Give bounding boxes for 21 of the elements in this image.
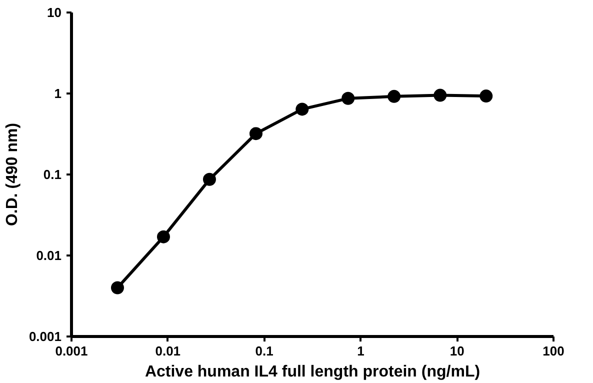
point [434, 88, 447, 102]
point [202, 172, 216, 186]
x-tick-label: 0.01 [155, 344, 181, 358]
point [110, 281, 124, 294]
y-tick-label: 0.001 [28, 329, 62, 344]
y-tick-label: 0.1 [43, 167, 62, 182]
x-axis-title: Active human IL4 full length protein (ng/mL) [144, 364, 480, 380]
x-tick-label: 10 [450, 344, 464, 358]
point [388, 90, 401, 103]
x-tick-label: 100 [542, 344, 564, 358]
y-tick-label: 10 [47, 5, 62, 20]
y-axis-title: O.D. (490 nm) [4, 122, 21, 226]
point [342, 92, 355, 105]
y-tick-label: 0.01 [36, 248, 62, 263]
x-tick-label: 1 [357, 344, 364, 358]
point [480, 90, 493, 103]
point [249, 127, 262, 140]
point [156, 230, 170, 244]
x-tick-label: 0.1 [255, 344, 274, 358]
y-tick-label: 1 [54, 86, 62, 101]
point [296, 102, 309, 116]
